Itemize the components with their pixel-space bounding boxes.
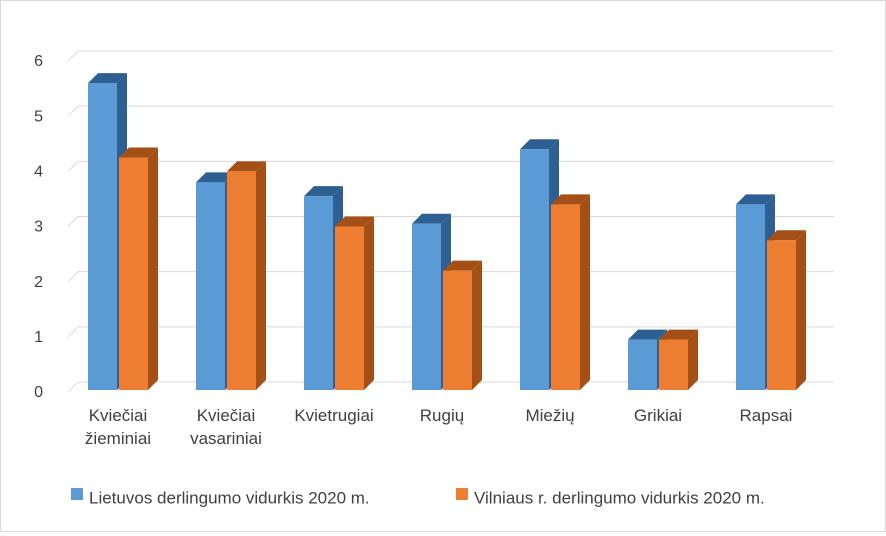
legend-item: Vilniaus r. derlingumo vidurkis 2020 m. xyxy=(456,488,765,507)
bar-side xyxy=(580,194,590,390)
category-label: Rapsai xyxy=(740,406,793,425)
category-label: Grikiai xyxy=(634,406,682,425)
gridline-slant xyxy=(67,105,79,117)
gridline-slant xyxy=(67,326,79,338)
bar-front xyxy=(767,240,796,390)
gridline-slant xyxy=(67,271,79,283)
bar-top xyxy=(736,194,775,205)
bar-side xyxy=(364,216,374,390)
bar-top xyxy=(443,260,482,271)
bar-side xyxy=(796,230,806,390)
gridline-slant xyxy=(67,216,79,227)
bar-front xyxy=(520,149,549,390)
bar-top xyxy=(628,329,667,340)
bar-top xyxy=(520,139,559,150)
legend-label: Vilniaus r. derlingumo vidurkis 2020 m. xyxy=(474,488,765,507)
y-tick-label: 2 xyxy=(34,274,43,291)
bar-top xyxy=(767,230,806,241)
category-label: Kviečiai žieminiai xyxy=(85,406,151,448)
bar-top xyxy=(412,213,451,224)
y-axis: 0 1 2 3 4 5 6 xyxy=(34,53,43,401)
y-tick-label: 3 xyxy=(34,219,43,236)
bar xyxy=(659,329,698,390)
bar-front xyxy=(88,83,117,391)
bar-top xyxy=(659,329,698,340)
gridline-slant xyxy=(67,160,79,172)
bar-top xyxy=(335,216,374,227)
y-tick-label: 1 xyxy=(34,329,43,346)
gridline-slant xyxy=(67,381,79,393)
x-axis: Kviečiai žieminiai Kviečiai vasariniai Kviet… xyxy=(85,406,793,448)
bar-front xyxy=(119,157,148,390)
bar xyxy=(443,260,482,390)
legend: Lietuvos derlingumo vidurkis 2020 m. Viln… xyxy=(71,488,765,507)
bar-front xyxy=(335,226,364,390)
bar-front xyxy=(227,171,256,390)
legend-label: Lietuvos derlingumo vidurkis 2020 m. xyxy=(89,488,370,507)
category-label: Kviečiai vasariniai xyxy=(190,406,262,448)
bar-top xyxy=(119,147,158,158)
bars xyxy=(88,73,806,391)
bar xyxy=(227,161,266,390)
category-label: Miežių xyxy=(525,406,574,425)
bar-front xyxy=(736,204,765,390)
gridline-slant xyxy=(67,50,79,62)
bar-front xyxy=(412,223,441,390)
bar-top xyxy=(196,172,235,183)
category-label: Rugių xyxy=(420,406,464,425)
bar-front xyxy=(443,270,472,390)
bar-top xyxy=(551,194,590,205)
bar xyxy=(335,216,374,390)
y-tick-label: 4 xyxy=(34,164,43,181)
bar-side xyxy=(256,161,266,390)
bar-side xyxy=(472,260,482,390)
bar-front xyxy=(628,339,657,390)
bar-side xyxy=(688,329,698,390)
legend-swatch xyxy=(71,488,83,500)
bar xyxy=(119,147,158,390)
legend-item: Lietuvos derlingumo vidurkis 2020 m. xyxy=(71,488,370,507)
bar-side xyxy=(148,147,158,390)
bar-front xyxy=(659,339,688,390)
bar-top xyxy=(304,186,343,197)
bar-top xyxy=(227,161,266,172)
category-label: Kvietrugiai xyxy=(294,406,373,425)
y-tick-label: 6 xyxy=(34,53,43,70)
bar-front xyxy=(304,196,333,390)
y-tick-label: 0 xyxy=(34,384,43,401)
bar xyxy=(767,230,806,390)
legend-swatch xyxy=(456,488,468,500)
bar-front xyxy=(196,182,225,390)
bar xyxy=(551,194,590,390)
bar-front xyxy=(551,204,580,390)
bar-top xyxy=(88,73,127,84)
y-tick-label: 5 xyxy=(34,108,43,125)
